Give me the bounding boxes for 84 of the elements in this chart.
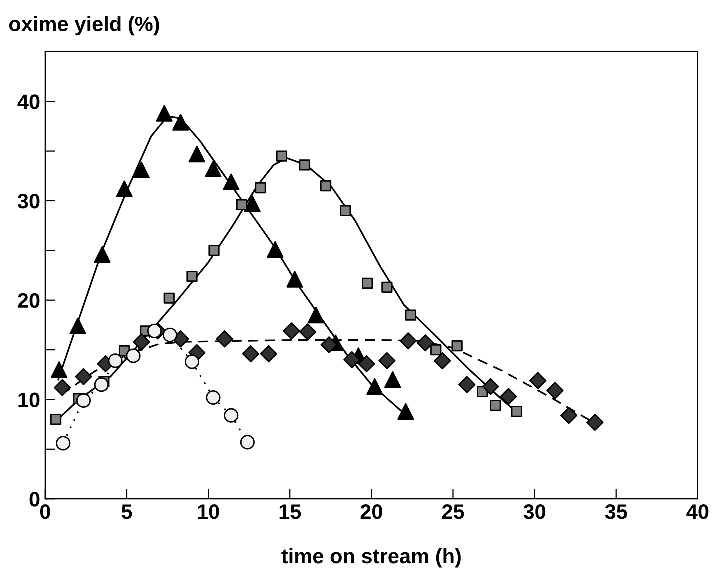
point [358,355,376,373]
point [186,270,198,282]
point [184,354,200,370]
point [452,340,463,352]
y-tick-label: 30 [18,194,40,209]
point [133,162,150,179]
point [511,406,522,418]
y-tick-label: 10 [18,392,40,408]
y-tick-label: 40 [18,94,40,110]
point [147,324,162,338]
point [50,362,68,378]
point [208,245,220,256]
point [267,241,284,258]
point [164,292,175,304]
point [133,334,150,351]
point [244,196,261,212]
point [255,182,266,194]
point [320,336,338,354]
point [70,318,86,335]
point [362,278,374,290]
point [286,271,304,288]
point [482,378,500,396]
point [94,246,111,263]
point [398,403,414,420]
point [530,372,547,390]
point [320,180,332,192]
y-tick-label: 0 [30,492,40,507]
point [94,378,109,392]
point [416,334,434,352]
point [116,180,133,198]
point [378,352,396,370]
point [188,146,206,163]
point [560,407,578,424]
point [283,322,300,340]
x-tick-label: 35 [605,504,628,520]
point [382,282,393,293]
point [500,388,518,406]
point [172,330,190,348]
x-tick-label: 25 [442,504,464,520]
point [54,379,72,396]
point [546,382,564,400]
point [223,174,240,190]
y-axis-title: oxime yield (%) [9,16,160,36]
point [405,310,416,321]
x-tick-label: 15 [280,504,302,520]
point [276,150,288,162]
point [458,376,476,394]
x-tick-label: 40 [686,504,709,520]
point [216,330,234,348]
point [108,354,123,368]
y-tick-label: 20 [18,293,40,308]
point [76,393,92,408]
point [75,368,92,386]
point [50,414,62,426]
point [260,345,278,363]
point [490,400,502,412]
point [126,348,141,364]
point [340,205,352,216]
point [434,352,452,370]
point [400,332,417,350]
point [162,328,178,342]
point [156,105,173,122]
x-tick-label: 0 [40,504,50,520]
point [299,160,310,171]
point [384,372,402,388]
point [240,435,255,450]
point [366,378,384,396]
point [224,408,239,423]
point [586,414,604,432]
x-tick-label: 20 [360,504,382,520]
x-axis-title: time on stream (h) [282,548,461,568]
point [206,390,221,406]
point [236,199,248,211]
point [308,306,325,324]
point [56,436,71,451]
point [344,351,361,369]
x-tick-label: 5 [122,504,132,520]
point [300,324,317,341]
point [242,345,260,363]
point [205,160,222,178]
x-tick-label: 10 [198,504,220,520]
point [430,344,442,356]
x-tick-label: 30 [524,504,546,520]
point [172,114,190,131]
